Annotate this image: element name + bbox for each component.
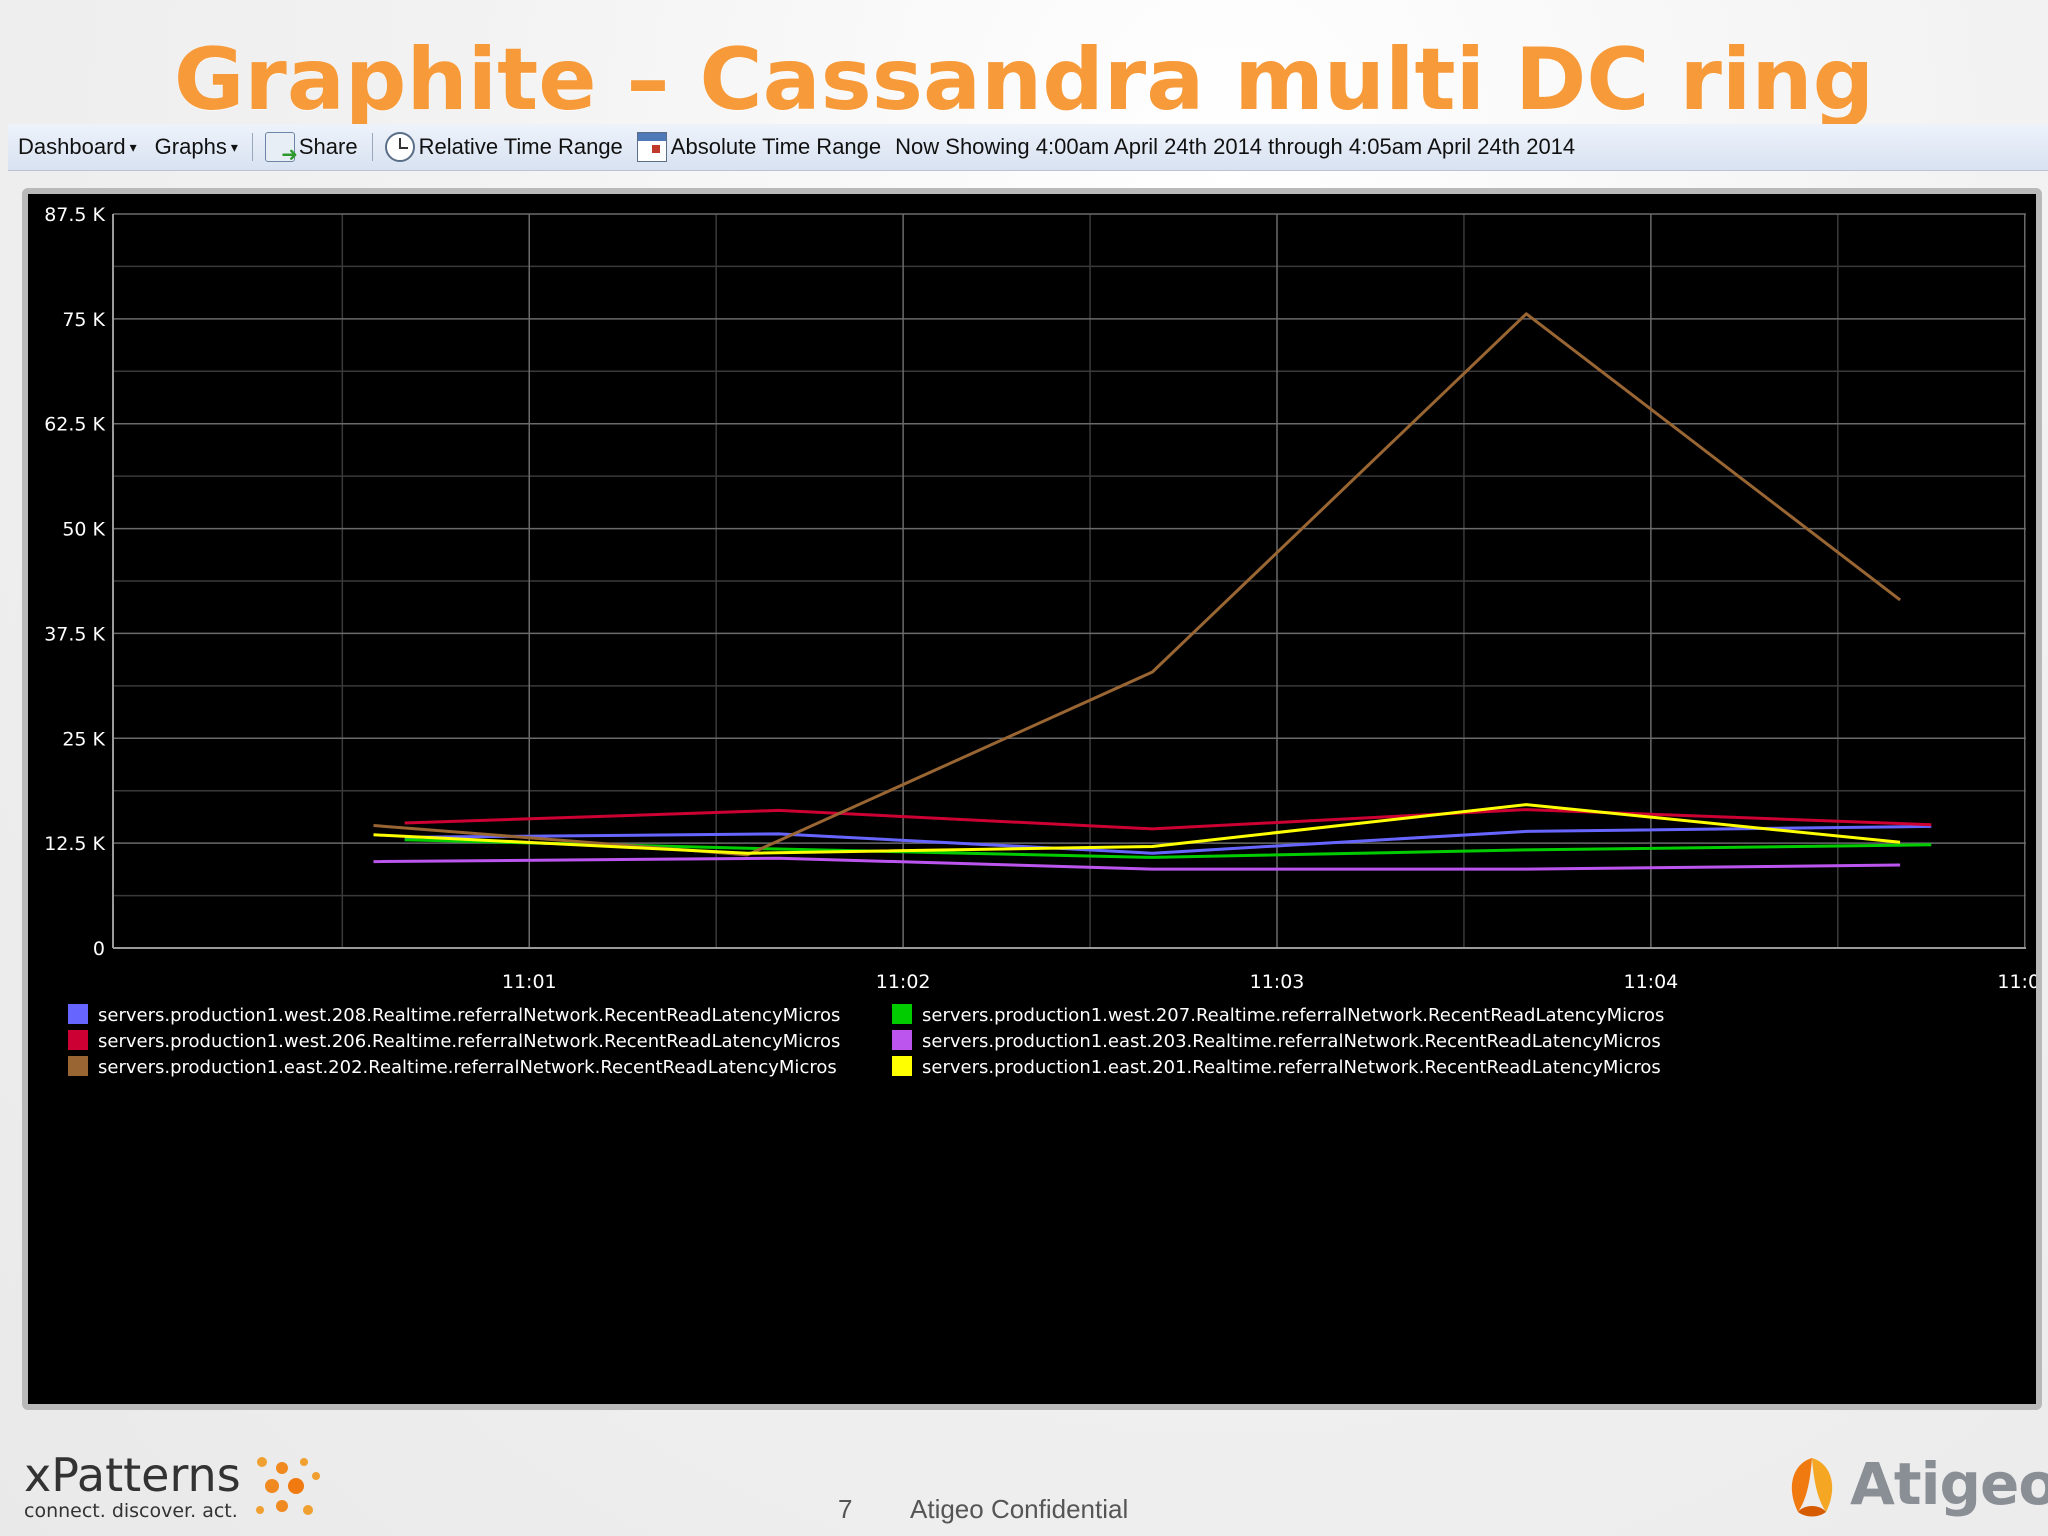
x-tick-label: 11:03	[1250, 971, 1305, 993]
dashboard-menu-label: Dashboard	[18, 134, 126, 159]
graphs-menu-label: Graphs	[154, 134, 227, 159]
xpatterns-logo-name: xPatterns	[24, 1448, 241, 1502]
now-showing-text: Now Showing 4:00am April 24th 2014 throu…	[895, 134, 1576, 159]
slide-title: Graphite – Cassandra multi DC ring	[173, 30, 1875, 130]
legend-swatch	[892, 1056, 912, 1076]
xpatterns-logo-tagline: connect. discover. act.	[24, 1500, 238, 1522]
confidential-notice: Atigeo Confidential	[910, 1494, 1129, 1524]
y-tick-label: 62.5 K	[44, 414, 105, 436]
legend-swatch	[892, 1004, 912, 1024]
y-tick-label: 75 K	[62, 309, 105, 331]
share-button-label: Share	[298, 134, 358, 159]
x-tick-label: 11:04	[1623, 971, 1678, 993]
legend-label: servers.production1.west.206.Realtime.re…	[98, 1031, 840, 1052]
y-tick-label: 25 K	[62, 728, 105, 750]
atigeo-logo-name: Atigeo	[1850, 1450, 2048, 1518]
legend-label: servers.production1.east.201.Realtime.re…	[922, 1057, 1661, 1078]
y-tick-label: 0	[93, 938, 105, 960]
legend-swatch	[892, 1030, 912, 1050]
atigeo-mark-icon	[1791, 1458, 1833, 1517]
atigeo-logo: Atigeo	[1780, 1450, 2048, 1530]
dashboard-menu[interactable]: Dashboard ▾	[18, 124, 137, 170]
legend-label: servers.production1.east.203.Realtime.re…	[922, 1031, 1661, 1052]
x-tick-label: 11:01	[502, 971, 557, 993]
series-line-1	[404, 824, 1932, 855]
graphs-menu[interactable]: Graphs ▾	[155, 124, 238, 170]
chart-background	[28, 194, 2036, 1404]
xpatterns-logo: xPatterns connect. discover. act.	[24, 1448, 344, 1528]
toolbar-divider	[371, 133, 373, 161]
legend-swatch	[68, 1056, 88, 1076]
toolbar-divider	[251, 133, 253, 161]
series-line-6	[373, 803, 1901, 855]
share-icon	[264, 132, 298, 167]
graphite-toolbar: Dashboard ▾ Graphs ▾ Share Relative Time…	[8, 124, 2048, 171]
legend-label: servers.production1.east.202.Realtime.re…	[98, 1057, 837, 1078]
series-line-5	[373, 312, 1902, 857]
absolute-time-range-label: Absolute Time Range	[670, 134, 882, 159]
share-button[interactable]: Share	[264, 124, 358, 170]
legend-label: servers.production1.west.207.Realtime.re…	[922, 1005, 1664, 1026]
legend-swatch	[68, 1030, 88, 1050]
y-tick-label: 50 K	[62, 519, 105, 541]
xpatterns-dots-icon	[256, 1457, 320, 1515]
relative-time-range-label: Relative Time Range	[418, 134, 623, 159]
relative-time-range-button[interactable]: Relative Time Range	[384, 124, 623, 170]
y-tick-label: 12.5 K	[44, 833, 105, 855]
legend-label: servers.production1.west.208.Realtime.re…	[98, 1005, 840, 1026]
series-line-3	[404, 808, 1932, 831]
y-tick-label: 37.5 K	[44, 623, 105, 645]
caret-down-icon: ▾	[230, 138, 238, 155]
absolute-time-range-button[interactable]: Absolute Time Range	[636, 124, 882, 170]
x-tick-label: 11:02	[876, 971, 931, 993]
clock-icon	[384, 132, 415, 162]
series-line-4	[373, 856, 1901, 871]
legend-swatch	[68, 1004, 88, 1024]
caret-down-icon: ▾	[129, 138, 137, 155]
latency-line-chart[interactable]: 0 12.5 K 25 K 37.5 K 50 K 62.5 K 75 K 87.5 K 11:…	[28, 194, 2036, 1404]
x-tick-label: 11:05	[1997, 971, 2036, 993]
y-tick-label: 87.5 K	[44, 204, 105, 226]
page-number: 7	[838, 1494, 853, 1524]
series-line-2	[404, 838, 1932, 859]
graph-panel: 0 12.5 K 25 K 37.5 K 50 K 62.5 K 75 K 87.5 K 11:…	[22, 188, 2042, 1410]
calendar-icon	[636, 132, 667, 162]
